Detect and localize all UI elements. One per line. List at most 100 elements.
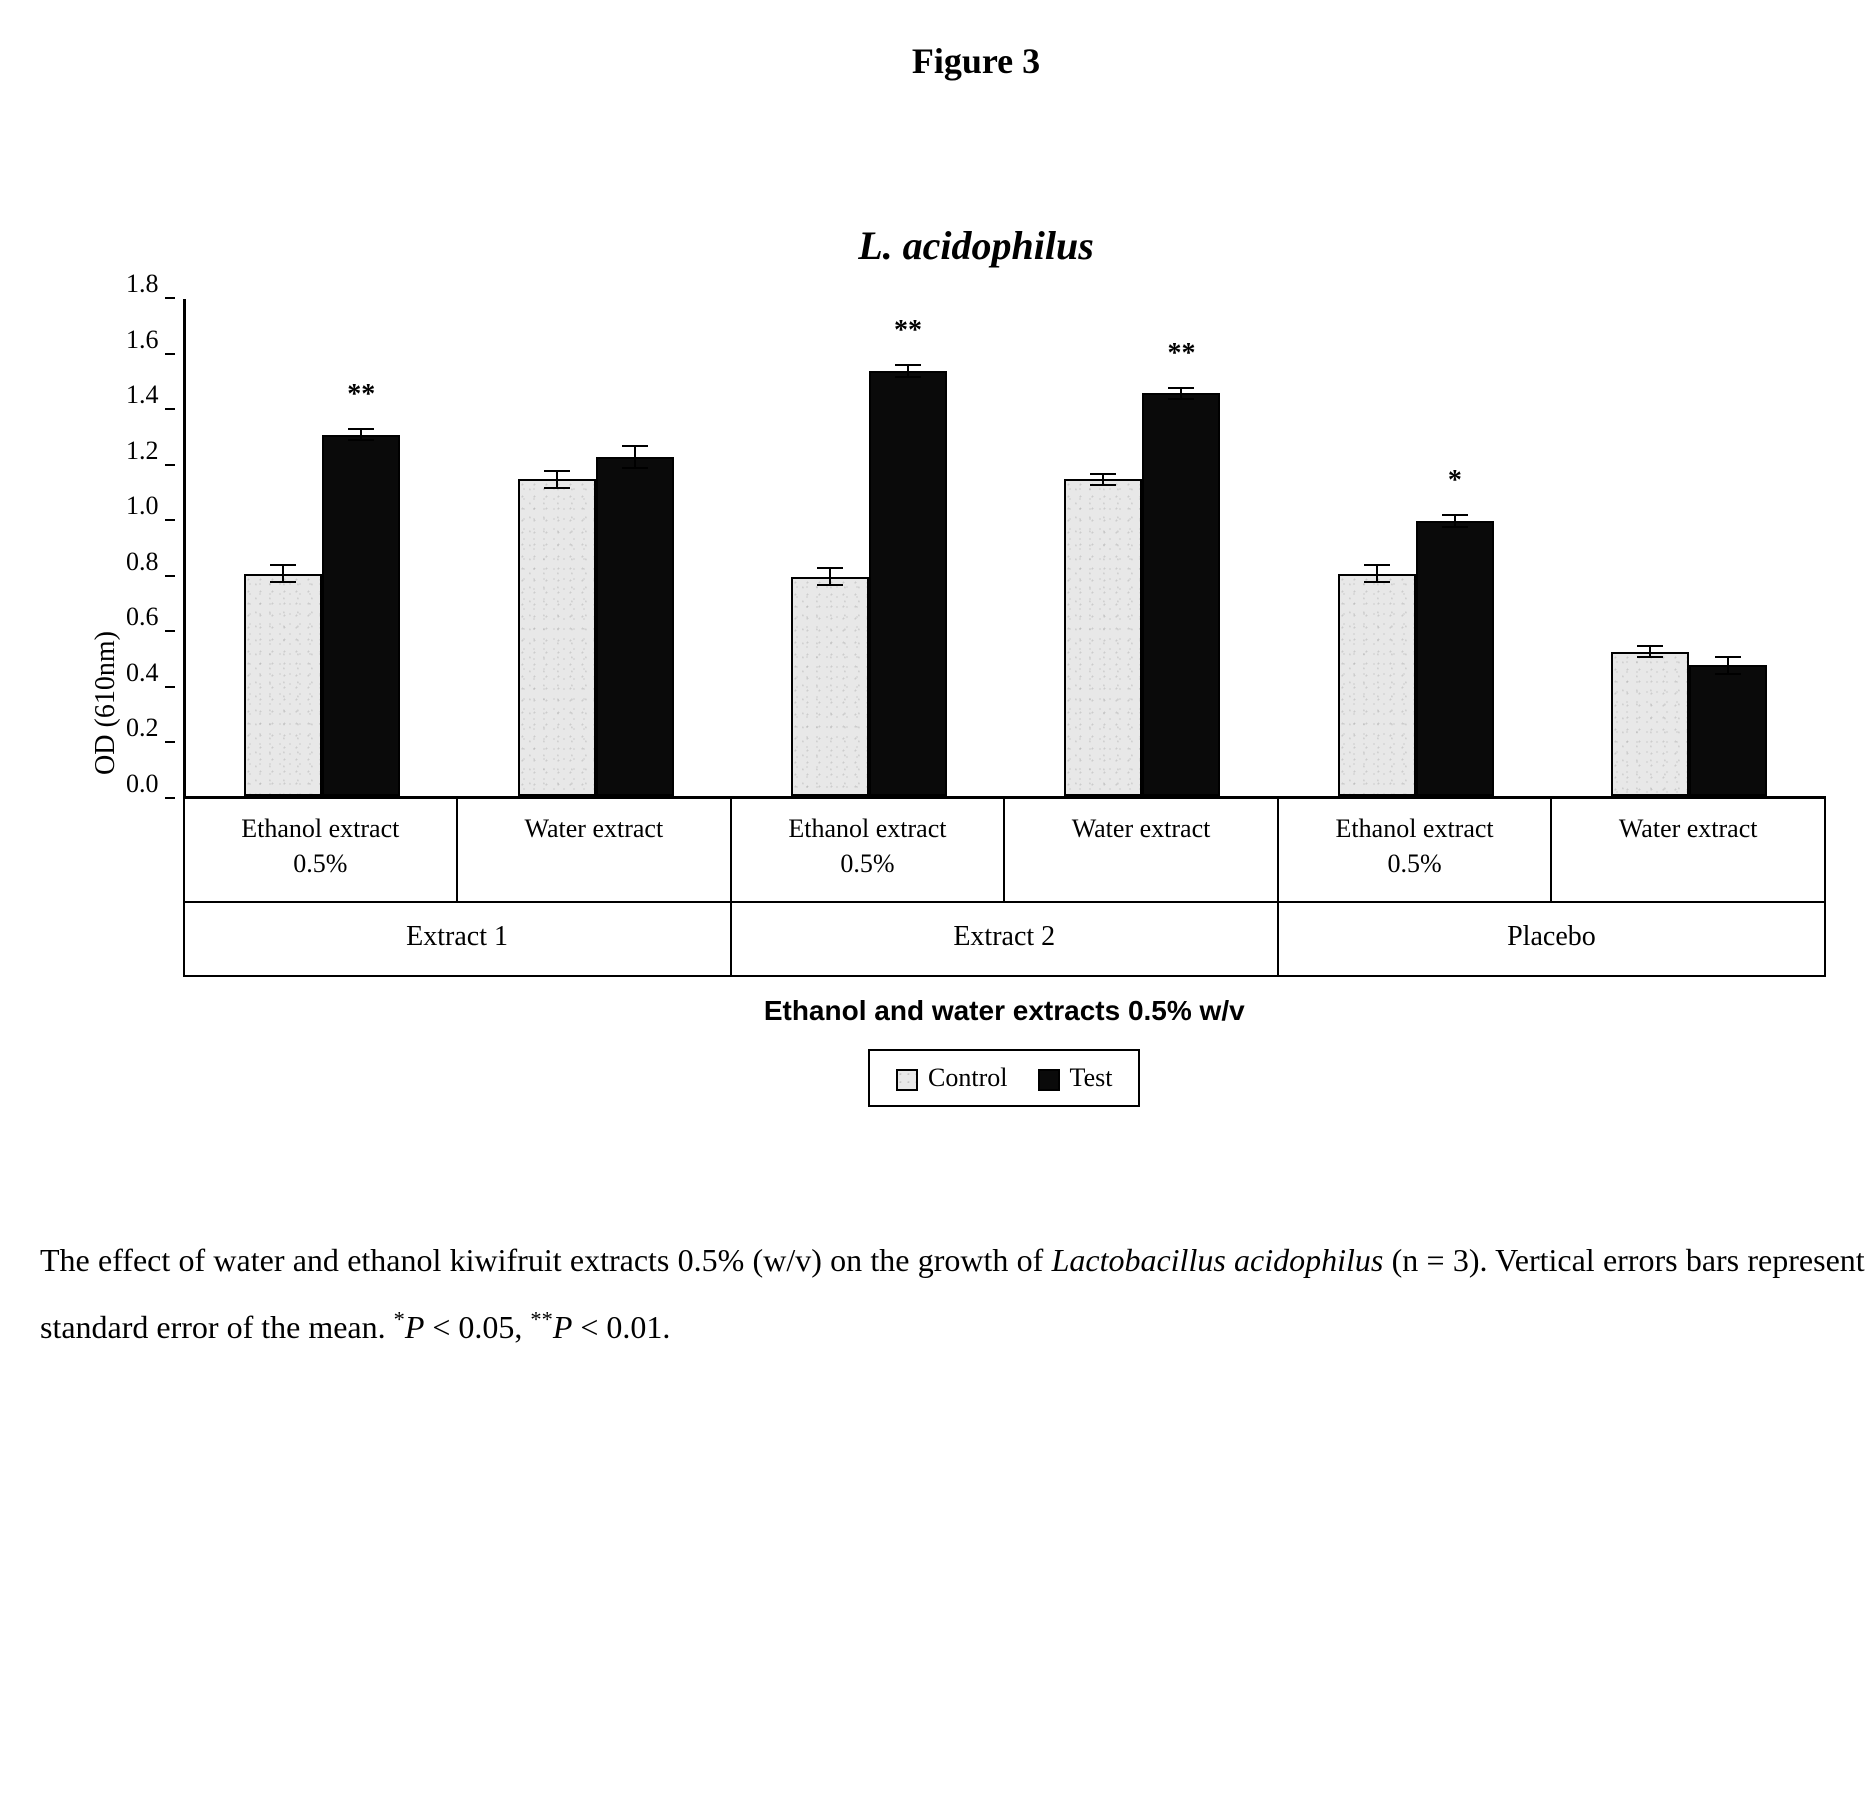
bar-wrap-control (1338, 296, 1416, 796)
caption-sig2-p: P (553, 1309, 573, 1345)
error-bar (282, 565, 284, 582)
bar-group (459, 296, 732, 796)
x-axis-tables: Ethanol extract0.5%Water extract Ethanol… (183, 799, 1827, 1107)
error-bar (829, 568, 831, 585)
x-supergroup-label: Extract 2 (730, 903, 1277, 977)
legend-label-control: Control (928, 1063, 1007, 1092)
figure-page: Figure 3 L. acidophilus OD (610nm) 1.81.… (40, 40, 1872, 1362)
significance-marker: ** (894, 315, 922, 347)
y-tick-mark (165, 797, 175, 799)
error-cap (544, 470, 570, 472)
x-category-label: Ethanol extract0.5% (183, 799, 457, 903)
x-axis-title: Ethanol and water extracts 0.5% w/v (183, 995, 1827, 1027)
y-tick-label: 1.6 (126, 325, 159, 355)
y-tick-mark (165, 519, 175, 521)
bar-test (869, 371, 947, 796)
x-category-label: Ethanol extract0.5% (1277, 799, 1551, 903)
error-cap (1715, 673, 1741, 675)
bar-wrap-test: ** (1142, 296, 1220, 796)
error-cap (1637, 645, 1663, 647)
error-cap (270, 581, 296, 583)
x-axis-level1: Ethanol extract0.5%Water extract Ethanol… (183, 799, 1827, 903)
x-axis-level2: Extract 1Extract 2Placebo (183, 903, 1827, 977)
bar-control (791, 577, 869, 796)
error-cap (1168, 387, 1194, 389)
bar-wrap-control (244, 296, 322, 796)
bar-wrap-test: ** (869, 296, 947, 796)
bar-wrap-test: * (1416, 296, 1494, 796)
bar-group: * (1279, 296, 1552, 796)
y-tick-label: 0.2 (126, 713, 159, 743)
bar-test (1416, 521, 1494, 796)
error-cap (1364, 581, 1390, 583)
y-tick-label: 0.8 (126, 547, 159, 577)
bar-wrap-test (1689, 296, 1767, 796)
error-cap (1637, 656, 1663, 658)
legend-item-control: Control (896, 1063, 1007, 1093)
error-cap (817, 567, 843, 569)
caption-sig1-p: P (405, 1309, 425, 1345)
y-tick-label: 1.2 (126, 436, 159, 466)
error-cap (1168, 398, 1194, 400)
error-cap (895, 364, 921, 366)
y-tick-label: 1.8 (126, 269, 159, 299)
bar-test (1689, 665, 1767, 796)
y-tick-label: 0.0 (126, 769, 159, 799)
error-cap (622, 467, 648, 469)
bar-test (596, 457, 674, 796)
legend-label-test: Test (1070, 1063, 1113, 1092)
legend: Control Test (868, 1049, 1140, 1107)
bar-test (1142, 393, 1220, 796)
chart-title: L. acidophilus (40, 222, 1872, 269)
chart-area: OD (610nm) 1.81.61.41.21.00.80.60.40.20.… (126, 299, 1826, 1107)
caption-sig1-rest: < 0.05, (424, 1309, 530, 1345)
y-tick-mark (165, 686, 175, 688)
y-tick-mark (165, 464, 175, 466)
y-axis-spacer (126, 799, 183, 1107)
y-tick-mark (165, 741, 175, 743)
y-tick-mark (165, 297, 175, 299)
significance-marker: * (1448, 465, 1462, 497)
bar-control (244, 574, 322, 796)
bar-wrap-control (1064, 296, 1142, 796)
caption-species: Lactobacillus acidophilus (1052, 1242, 1384, 1278)
bar-group (1553, 296, 1826, 796)
significance-marker: ** (347, 379, 375, 411)
error-cap (622, 445, 648, 447)
error-cap (1090, 484, 1116, 486)
bar-wrap-control (518, 296, 596, 796)
error-cap (1442, 526, 1468, 528)
error-bar (634, 446, 636, 468)
bar-wrap-test (596, 296, 674, 796)
legend-swatch-test (1038, 1069, 1060, 1091)
bar-group: ** (732, 296, 1005, 796)
error-cap (817, 584, 843, 586)
figure-caption: The effect of water and ethanol kiwifrui… (40, 1227, 1872, 1361)
legend-item-test: Test (1038, 1063, 1113, 1093)
plot-row: 1.81.61.41.21.00.80.60.40.20.0 ******* (126, 299, 1826, 799)
caption-sig1-sup: * (394, 1307, 405, 1332)
significance-marker: ** (1167, 338, 1195, 370)
error-cap (1090, 473, 1116, 475)
y-tick-mark (165, 630, 175, 632)
bar-group: ** (1006, 296, 1279, 796)
bar-control (1338, 574, 1416, 796)
y-tick-mark (165, 575, 175, 577)
x-category-label: Water extract (1003, 799, 1277, 903)
legend-swatch-control (896, 1069, 918, 1091)
x-supergroup-label: Placebo (1277, 903, 1824, 977)
bar-wrap-test: ** (322, 296, 400, 796)
plot: ******* (183, 299, 1827, 799)
caption-pre: The effect of water and ethanol kiwifrui… (40, 1242, 1052, 1278)
error-cap (1364, 564, 1390, 566)
error-cap (348, 428, 374, 430)
figure-label: Figure 3 (40, 40, 1872, 82)
bar-control (518, 479, 596, 796)
error-cap (544, 487, 570, 489)
error-bar (1727, 657, 1729, 674)
x-axis-container: Ethanol extract0.5%Water extract Ethanol… (126, 799, 1826, 1107)
x-category-label: Water extract (456, 799, 730, 903)
error-bar (556, 471, 558, 488)
error-cap (895, 376, 921, 378)
y-axis: 1.81.61.41.21.00.80.60.40.20.0 (126, 299, 183, 799)
